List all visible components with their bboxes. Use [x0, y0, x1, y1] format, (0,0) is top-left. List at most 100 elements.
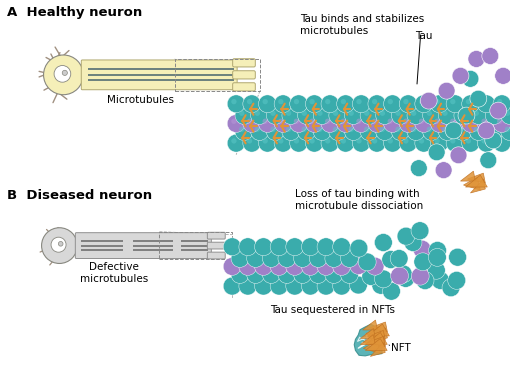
Circle shape	[302, 238, 319, 256]
Circle shape	[286, 258, 304, 275]
Polygon shape	[370, 336, 386, 350]
Circle shape	[305, 95, 323, 113]
Circle shape	[41, 228, 77, 264]
Circle shape	[247, 138, 252, 144]
Circle shape	[302, 258, 319, 275]
Circle shape	[380, 110, 385, 116]
Circle shape	[446, 95, 464, 113]
Circle shape	[333, 238, 351, 256]
Polygon shape	[367, 336, 385, 346]
Circle shape	[477, 115, 495, 133]
Circle shape	[442, 110, 447, 116]
Circle shape	[446, 115, 464, 133]
Circle shape	[368, 95, 386, 113]
Circle shape	[340, 118, 346, 124]
Circle shape	[302, 110, 307, 116]
Circle shape	[442, 126, 447, 132]
Circle shape	[501, 107, 512, 124]
Circle shape	[372, 138, 377, 144]
Circle shape	[468, 51, 485, 67]
Circle shape	[426, 126, 432, 132]
Circle shape	[382, 251, 400, 269]
Polygon shape	[366, 326, 382, 339]
Polygon shape	[366, 333, 387, 344]
Circle shape	[497, 118, 502, 124]
Circle shape	[403, 138, 409, 144]
Circle shape	[239, 238, 257, 256]
Circle shape	[325, 250, 343, 267]
Circle shape	[243, 95, 261, 113]
Circle shape	[426, 110, 432, 116]
Circle shape	[376, 107, 394, 124]
Circle shape	[251, 123, 268, 141]
Circle shape	[403, 99, 409, 104]
Circle shape	[254, 258, 272, 275]
Text: B  Diseased neuron: B Diseased neuron	[7, 189, 152, 202]
Circle shape	[356, 138, 361, 144]
Circle shape	[474, 126, 479, 132]
Circle shape	[429, 248, 446, 266]
Circle shape	[294, 99, 299, 104]
FancyBboxPatch shape	[232, 59, 255, 67]
Circle shape	[247, 266, 265, 283]
Circle shape	[449, 248, 466, 266]
Circle shape	[325, 138, 330, 144]
Polygon shape	[467, 173, 485, 183]
Circle shape	[227, 95, 245, 113]
Circle shape	[466, 99, 471, 104]
Circle shape	[474, 110, 479, 116]
Circle shape	[321, 95, 339, 113]
Circle shape	[352, 115, 370, 133]
Circle shape	[462, 134, 480, 152]
Text: NFT: NFT	[391, 343, 411, 353]
Circle shape	[262, 250, 280, 267]
Circle shape	[450, 99, 456, 104]
Circle shape	[286, 126, 291, 132]
Polygon shape	[465, 175, 487, 187]
Circle shape	[254, 126, 260, 132]
Circle shape	[466, 138, 471, 144]
Circle shape	[254, 277, 272, 295]
Circle shape	[54, 66, 71, 82]
FancyBboxPatch shape	[207, 252, 225, 259]
Circle shape	[470, 90, 487, 107]
Circle shape	[270, 126, 275, 132]
Circle shape	[450, 118, 456, 124]
Circle shape	[481, 99, 487, 104]
Circle shape	[262, 266, 280, 283]
Circle shape	[419, 138, 424, 144]
Text: Tau sequestered in NFTs: Tau sequestered in NFTs	[270, 305, 395, 315]
Circle shape	[337, 95, 354, 113]
Circle shape	[317, 110, 323, 116]
Circle shape	[305, 115, 323, 133]
Circle shape	[278, 138, 284, 144]
Circle shape	[231, 250, 249, 267]
Circle shape	[263, 99, 268, 104]
Text: Loss of tau binding with
microtubule dissociation: Loss of tau binding with microtubule dis…	[295, 189, 423, 211]
Text: A  Healthy neuron: A Healthy neuron	[7, 6, 142, 19]
Circle shape	[223, 238, 241, 256]
Circle shape	[349, 126, 354, 132]
Circle shape	[293, 250, 311, 267]
Circle shape	[493, 95, 511, 113]
Circle shape	[345, 107, 362, 124]
Circle shape	[448, 271, 465, 289]
Circle shape	[340, 266, 358, 283]
Circle shape	[489, 126, 495, 132]
Circle shape	[382, 282, 400, 300]
Circle shape	[333, 126, 338, 132]
Circle shape	[254, 110, 260, 116]
Circle shape	[352, 134, 370, 152]
Circle shape	[431, 134, 449, 152]
Circle shape	[286, 277, 304, 295]
Circle shape	[410, 160, 427, 177]
Circle shape	[442, 279, 460, 297]
Polygon shape	[360, 335, 375, 344]
Circle shape	[309, 138, 315, 144]
Circle shape	[337, 134, 354, 152]
Text: Tau: Tau	[415, 31, 432, 41]
Circle shape	[462, 70, 479, 87]
Circle shape	[383, 115, 401, 133]
Circle shape	[340, 250, 358, 267]
Circle shape	[340, 99, 346, 104]
